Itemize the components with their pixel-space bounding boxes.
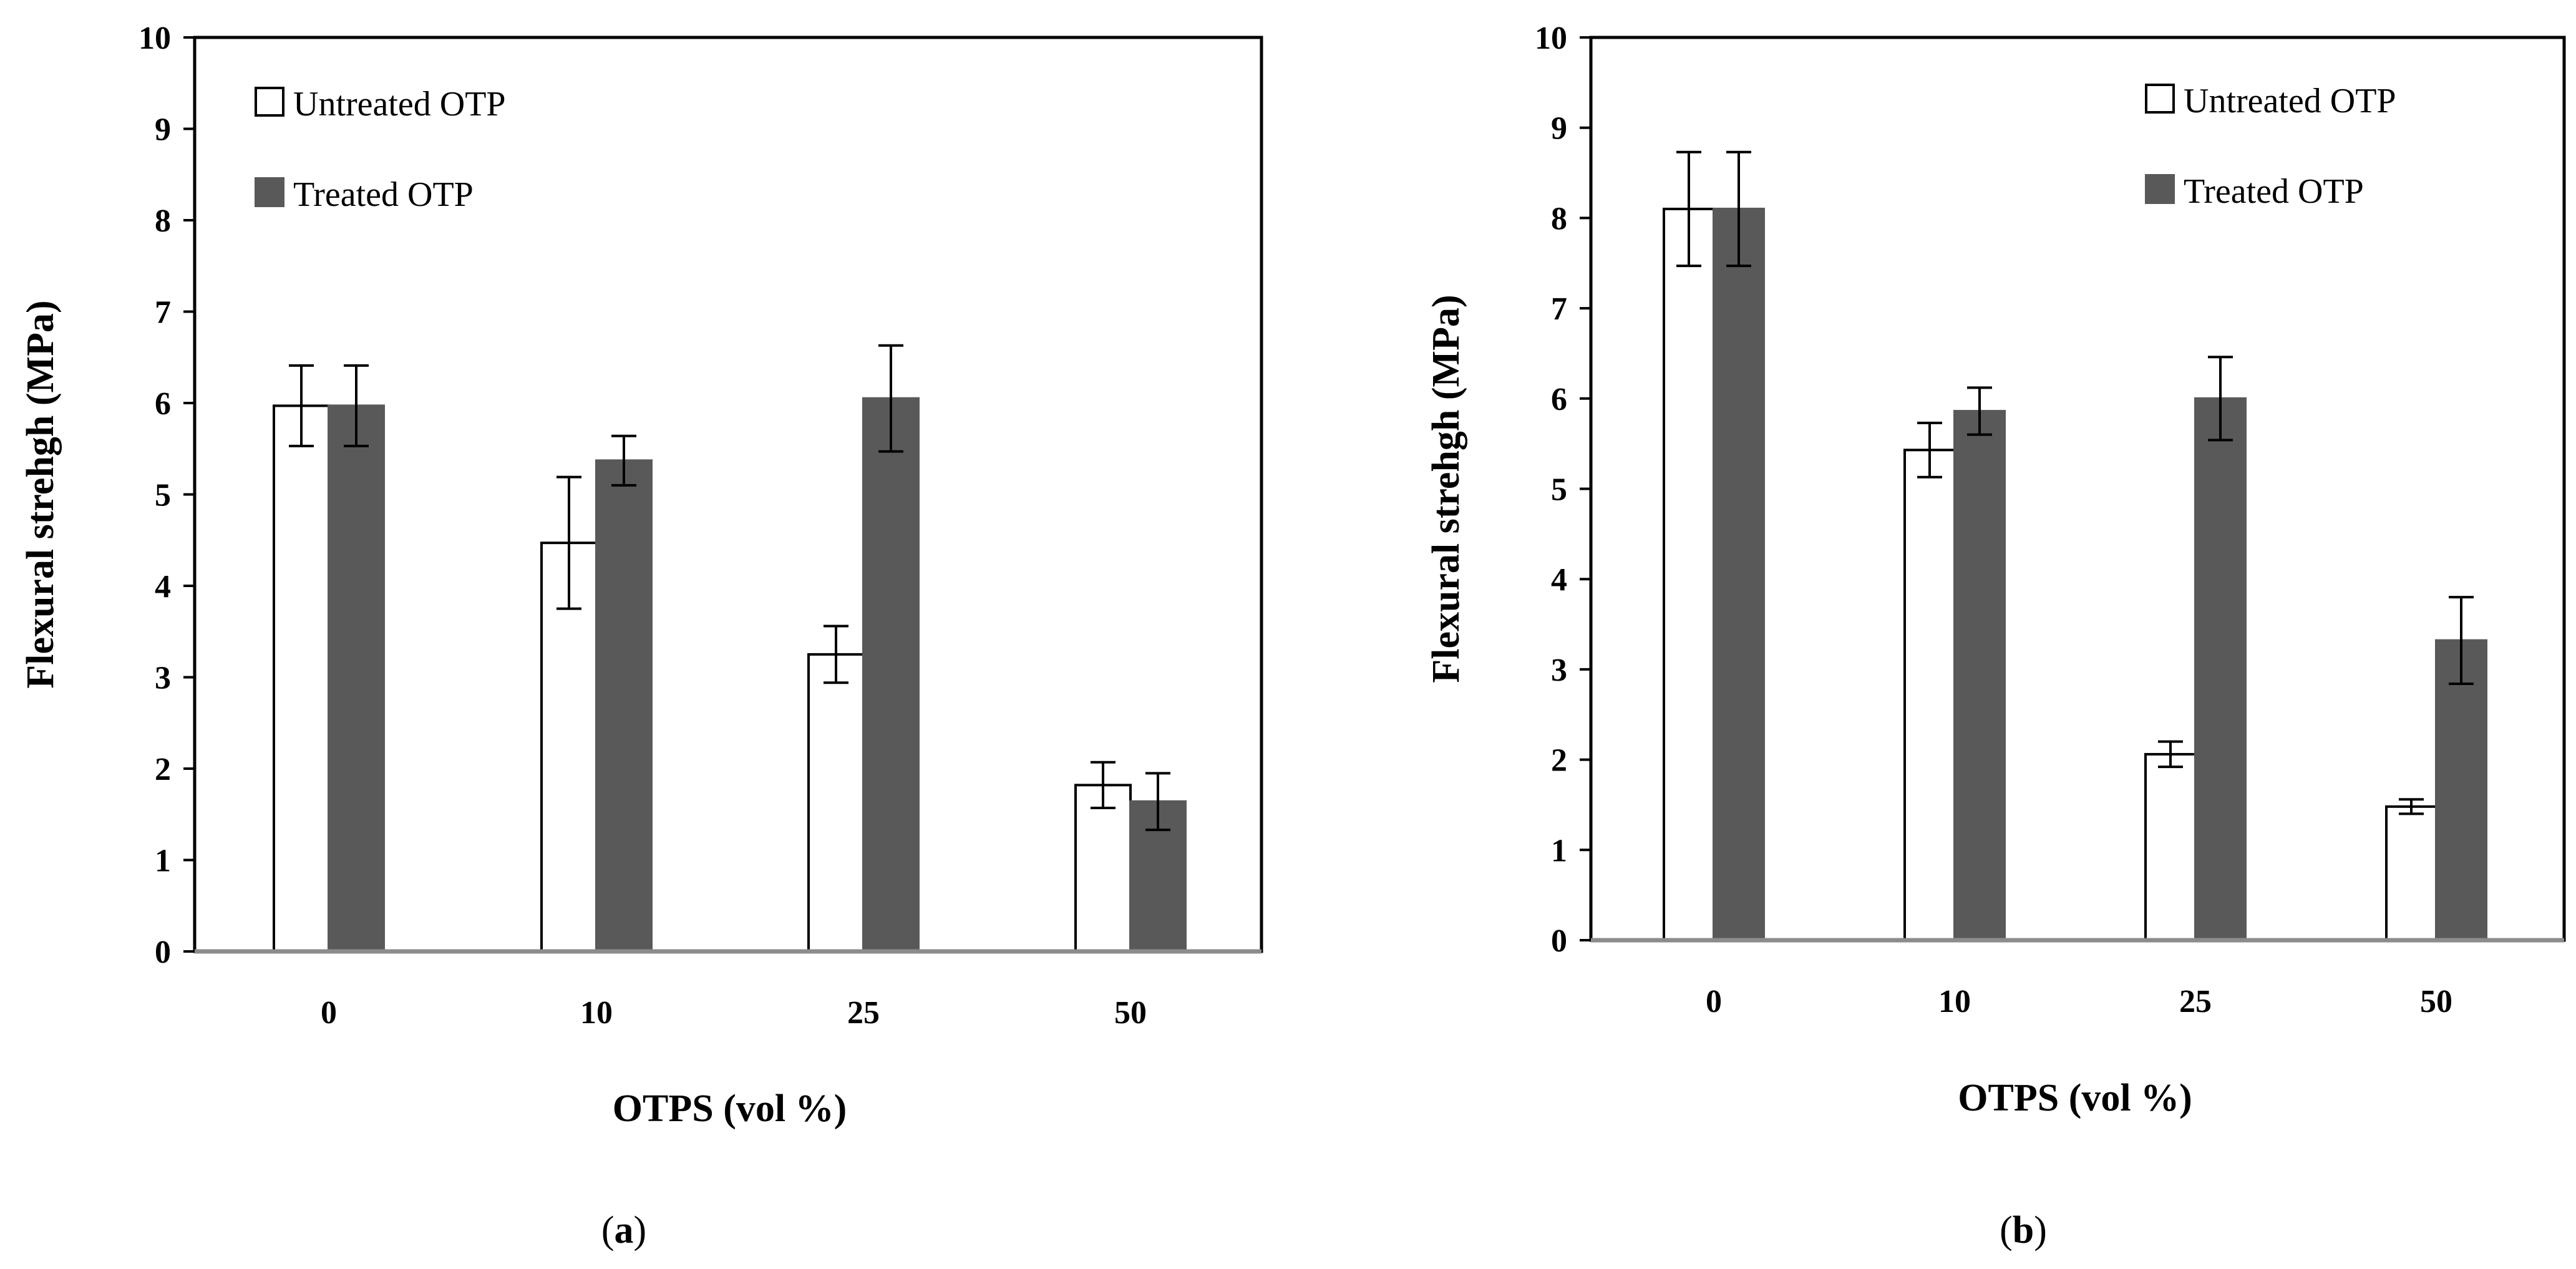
y-tick-label: 1 xyxy=(155,844,171,879)
y-tick-label: 4 xyxy=(155,569,171,605)
bar-treated xyxy=(1713,207,1765,941)
x-tick-label: 25 xyxy=(847,995,880,1031)
y-tick-label: 4 xyxy=(1551,562,1567,598)
y-tick-label: 5 xyxy=(155,478,171,513)
bar-treated xyxy=(862,397,920,953)
bar-untreated xyxy=(1074,784,1132,953)
bar-treated xyxy=(2435,639,2487,941)
y-tick-label: 0 xyxy=(1551,923,1567,959)
legend-label-untreated: Untreated OTP xyxy=(293,85,506,124)
y-tick-label: 9 xyxy=(155,112,171,148)
bar-treated xyxy=(2194,397,2247,941)
y-tick-label: 8 xyxy=(155,203,171,239)
bar-untreated xyxy=(1903,449,1956,941)
bar-treated xyxy=(595,459,653,953)
caption-b: (b) xyxy=(2000,1209,2047,1252)
bar-untreated xyxy=(2385,805,2437,941)
y-tick-label: 9 xyxy=(1551,111,1567,147)
legend-swatch-untreated xyxy=(255,87,284,117)
y-tick-label: 10 xyxy=(1535,21,1567,56)
x-tick-label: 50 xyxy=(1114,995,1147,1031)
y-axis-title: Flexural strehgh (MPa) xyxy=(19,300,62,688)
y-tick-label: 1 xyxy=(1551,833,1567,868)
chart-panel-a: 0 1 2 3 4 5 6 7 8 9 10 0 10 25 50 Untreated OTP Treated … xyxy=(19,21,1263,1130)
bar-treated xyxy=(1953,410,2006,941)
legend-swatch-treated xyxy=(2145,174,2175,204)
x-tick-label: 10 xyxy=(1938,984,1971,1019)
legend-label-untreated: Untreated OTP xyxy=(2184,82,2396,120)
x-tick-label: 0 xyxy=(1706,984,1722,1019)
legend-swatch-untreated xyxy=(2145,84,2175,114)
legend-label-treated: Treated OTP xyxy=(2184,172,2364,211)
bar-untreated xyxy=(273,404,330,953)
y-tick-label: 8 xyxy=(1551,201,1567,236)
y-tick-label: 3 xyxy=(155,661,171,696)
chart-panel-b: 0 1 2 3 4 5 6 7 8 9 10 0 10 25 50 Untreated OTP Treated … xyxy=(1425,21,2566,1119)
caption-a: (a) xyxy=(601,1209,646,1252)
x-tick-label: 10 xyxy=(580,995,613,1031)
x-tick-label: 25 xyxy=(2179,984,2212,1019)
y-tick-label: 10 xyxy=(139,21,171,56)
bar-untreated xyxy=(2144,752,2197,941)
y-tick-label: 0 xyxy=(155,935,171,970)
x-tick-label: 50 xyxy=(2420,984,2452,1019)
y-tick-label: 2 xyxy=(1551,743,1567,779)
bar-treated xyxy=(328,404,385,953)
y-tick-label: 5 xyxy=(1551,472,1567,508)
x-axis-title: OTPS (vol %) xyxy=(613,1087,847,1130)
y-tick-label: 6 xyxy=(155,386,171,422)
y-tick-label: 6 xyxy=(1551,382,1567,417)
x-tick-label: 0 xyxy=(321,995,337,1031)
y-axis-title: Flexural strehgh (MPa) xyxy=(1425,294,1467,683)
y-tick-label: 7 xyxy=(1551,291,1567,327)
legend-swatch-treated xyxy=(255,177,284,207)
y-tick-label: 7 xyxy=(155,295,171,331)
legend-label-treated: Treated OTP xyxy=(293,175,474,214)
y-tick-label: 2 xyxy=(155,752,171,787)
x-axis-title: OTPS (vol %) xyxy=(1958,1077,2192,1119)
bar-untreated xyxy=(1663,207,1715,941)
bar-untreated xyxy=(807,653,865,953)
y-tick-label: 3 xyxy=(1551,653,1567,688)
